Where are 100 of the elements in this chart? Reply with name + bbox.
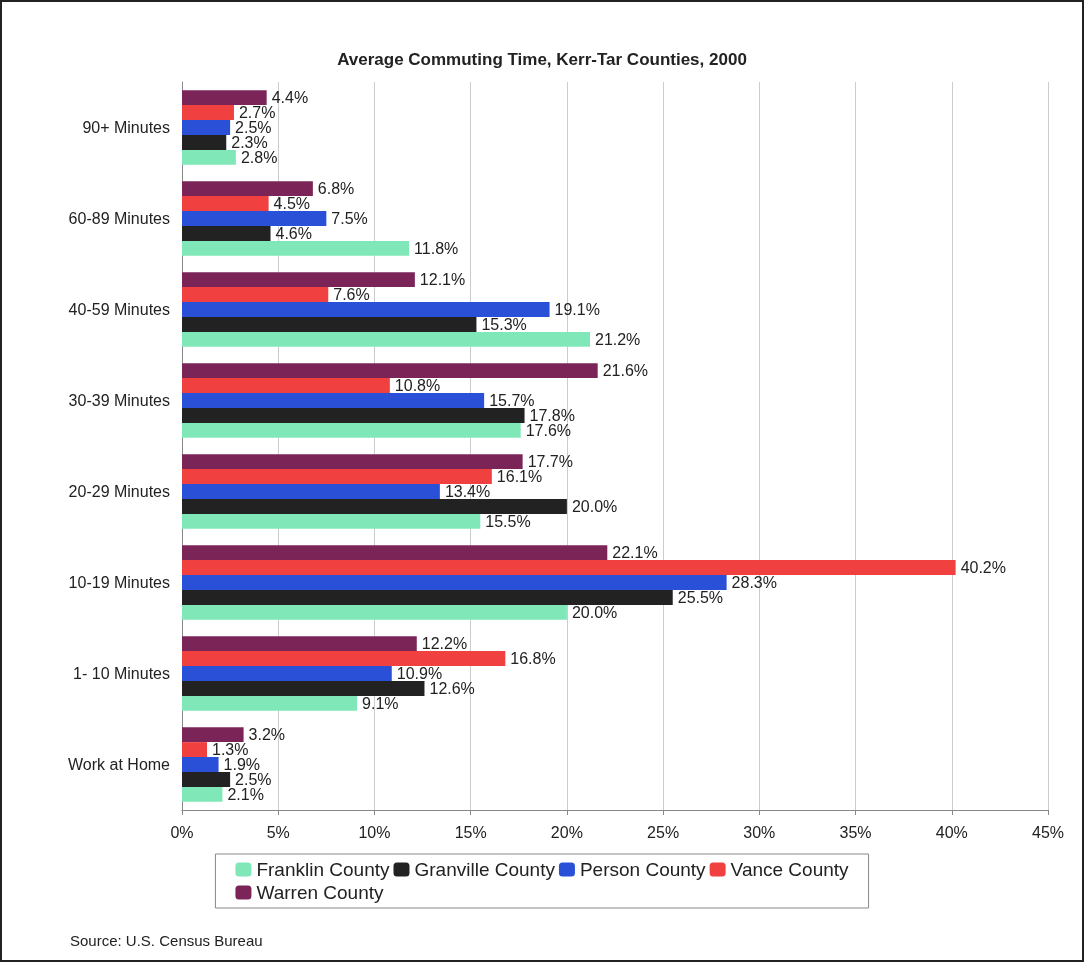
bar: [182, 272, 415, 288]
data-label: 20.0%: [571, 497, 618, 515]
legend-label: Vance County: [730, 859, 850, 880]
y-tick-label: 90+ Minutes: [82, 119, 170, 136]
y-tick-label: Work at Home: [68, 756, 171, 773]
bar: [182, 454, 523, 470]
y-tick-label: 1- 10 Minutes: [73, 665, 170, 682]
data-label: 12.1%: [419, 271, 466, 289]
data-label: 15.5%: [485, 512, 531, 530]
bar: [182, 211, 327, 226]
bar: [182, 589, 673, 605]
data-label: 12.2%: [421, 635, 468, 653]
data-label: 1.3%: [212, 741, 249, 759]
bar: [182, 378, 390, 394]
bar: [182, 393, 485, 408]
bar: [182, 680, 425, 696]
bar: [182, 363, 598, 379]
data-label: 13.4%: [444, 483, 491, 500]
x-tick-label: 25%: [647, 823, 680, 841]
data-label: 40.2%: [960, 559, 1006, 577]
bar: [182, 407, 525, 423]
bar: [182, 196, 269, 212]
bar: [182, 757, 219, 772]
data-label: 16.1%: [496, 468, 543, 486]
bar: [182, 695, 358, 711]
bar: [182, 513, 481, 529]
x-tick-label: 15%: [454, 823, 487, 841]
bar: [182, 498, 567, 514]
bar: [182, 604, 567, 620]
data-label: 6.8%: [317, 180, 355, 198]
bar: [182, 181, 313, 197]
legend-label: Franklin County: [256, 859, 390, 880]
bar: [182, 240, 410, 256]
bar: [182, 120, 231, 135]
y-tick-label: 30-39 Minutes: [68, 392, 170, 409]
data-label: 21.2%: [594, 330, 641, 348]
legend-label: Person County: [579, 859, 707, 880]
data-label: 16.8%: [510, 650, 556, 668]
data-label: 11.8%: [414, 239, 459, 257]
bar: [182, 545, 608, 561]
x-tick-label: 0%: [170, 823, 194, 841]
source-note: Source: U.S. Census Bureau: [70, 932, 263, 949]
data-label: 9.1%: [362, 694, 399, 712]
data-label: 15.3%: [481, 315, 527, 333]
x-tick-label: 10%: [358, 823, 391, 841]
data-label: 1.9%: [223, 756, 261, 773]
bar: [182, 149, 236, 165]
data-label: 3.2%: [248, 726, 286, 744]
bar: [182, 651, 506, 667]
data-label: 19.1%: [554, 301, 600, 318]
data-label: 7.5%: [331, 210, 368, 227]
data-label: 7.6%: [333, 286, 370, 304]
legend-label: Granville County: [414, 859, 556, 880]
data-label: 10.8%: [394, 377, 441, 395]
x-tick-label: 30%: [743, 823, 776, 841]
bar: [182, 225, 271, 241]
bar: [182, 575, 727, 590]
data-label: 25.5%: [677, 588, 724, 606]
bar: [182, 287, 329, 303]
data-label: 15.7%: [489, 392, 535, 409]
data-label: 2.7%: [238, 104, 276, 122]
data-label: 10.9%: [396, 665, 443, 682]
bar: [182, 786, 223, 802]
data-label: 20.0%: [571, 603, 618, 621]
x-tick-label: 35%: [839, 823, 872, 841]
bar: [182, 560, 956, 576]
bar: [182, 331, 590, 347]
data-label: 17.6%: [525, 421, 572, 439]
y-tick-label: 20-29 Minutes: [68, 483, 170, 500]
chart-title: Average Commuting Time, Kerr-Tar Counties, 2000: [337, 50, 747, 69]
data-label: 2.1%: [227, 785, 264, 803]
data-label: 4.6%: [275, 224, 312, 242]
data-label: 28.3%: [731, 574, 777, 591]
x-tick-label: 40%: [935, 823, 968, 841]
data-label: 12.6%: [429, 679, 475, 697]
bar: [182, 636, 417, 652]
data-label: 22.1%: [612, 544, 658, 562]
y-tick-label: 40-59 Minutes: [68, 301, 170, 318]
bar: [182, 422, 521, 438]
bar: [182, 90, 267, 106]
y-tick-label: 10-19 Minutes: [68, 574, 170, 591]
x-tick-label: 20%: [550, 823, 583, 841]
bar: [182, 727, 244, 743]
bar: [182, 666, 392, 681]
legend-label: Warren County: [256, 882, 384, 903]
x-tick-label: 45%: [1031, 823, 1065, 841]
data-label: 2.8%: [240, 148, 278, 166]
bar: [182, 105, 234, 121]
bar: [182, 742, 208, 758]
data-label: 2.3%: [231, 133, 268, 151]
data-label: 21.6%: [602, 362, 649, 380]
bar: [182, 316, 477, 332]
bar: [182, 469, 492, 485]
data-label: 4.4%: [271, 89, 309, 107]
bar: [182, 484, 440, 499]
bar: [182, 134, 227, 150]
data-label: 2.5%: [235, 770, 272, 788]
data-label: 2.5%: [235, 119, 272, 136]
x-tick-label: 5%: [266, 823, 290, 841]
data-label: 17.7%: [527, 453, 573, 471]
